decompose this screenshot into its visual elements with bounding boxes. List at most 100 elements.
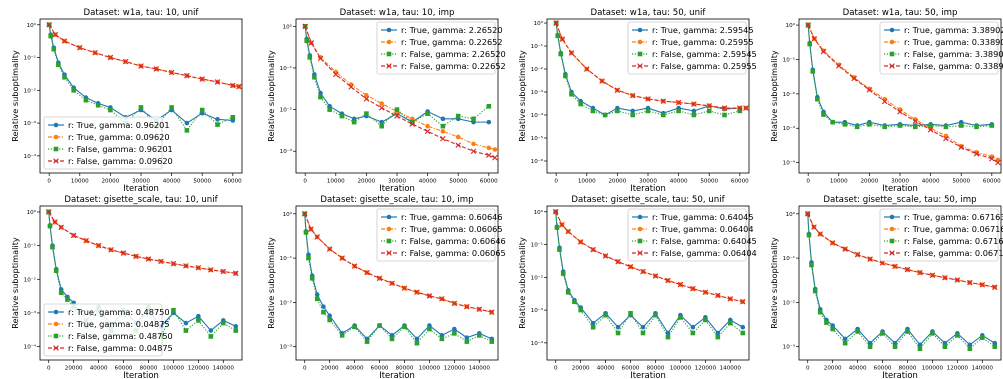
data-point xyxy=(904,266,911,273)
data-point xyxy=(645,96,651,102)
data-point xyxy=(389,280,395,287)
legend-marker xyxy=(386,226,392,232)
legend-label: r: False, gamma: 0.33890 xyxy=(904,61,1003,71)
legend-label: r: True, gamma: 0.09620 xyxy=(68,132,170,142)
y-tick-label: 10⁻³ xyxy=(531,89,543,96)
x-tick-label: 20000 xyxy=(572,366,590,372)
data-point xyxy=(439,333,445,338)
data-point xyxy=(196,318,201,323)
data-point xyxy=(563,73,568,79)
data-point xyxy=(492,147,498,152)
data-point xyxy=(599,78,605,84)
x-axis-label: Iteration xyxy=(630,370,666,379)
legend: r: True, gamma: 0.60646 r: True, gamma: 0… xyxy=(376,208,506,262)
legend-entry: r: True, gamma: 0.06716 xyxy=(884,224,1003,234)
legend-marker xyxy=(53,146,59,152)
data-point xyxy=(565,289,571,295)
y-axis-label: Relative suboptimality xyxy=(10,50,20,142)
legend: r: True, gamma: 0.64045 r: True, gamma: 0… xyxy=(627,208,757,262)
data-point xyxy=(50,244,55,250)
data-point xyxy=(83,237,89,244)
data-point xyxy=(389,336,395,342)
y-tick-label: 10⁻² xyxy=(24,87,36,94)
data-point xyxy=(552,208,559,215)
legend-box xyxy=(376,21,496,75)
data-point xyxy=(558,51,564,57)
data-point xyxy=(630,112,635,118)
data-point xyxy=(302,23,308,30)
data-point xyxy=(321,304,326,309)
data-point xyxy=(943,135,949,142)
data-point xyxy=(577,239,584,245)
data-point xyxy=(489,339,495,344)
series-line xyxy=(807,213,995,288)
data-point xyxy=(554,225,560,230)
x-tick-label: 40000 xyxy=(346,366,364,372)
legend-marker xyxy=(53,134,59,140)
data-point xyxy=(811,35,818,42)
data-point xyxy=(377,323,382,328)
data-point xyxy=(452,331,457,336)
x-tick-label: 120000 xyxy=(188,366,210,372)
data-point xyxy=(806,232,812,238)
x-tick-label: 30000 xyxy=(891,179,909,185)
data-point xyxy=(553,20,559,26)
data-point xyxy=(317,55,324,62)
data-point xyxy=(236,83,242,90)
data-point xyxy=(690,324,696,330)
data-point xyxy=(629,92,636,99)
y-tick-label: 10⁻⁶ xyxy=(531,158,544,165)
data-point xyxy=(306,255,311,261)
data-point xyxy=(208,328,214,333)
legend-entry: r: True, gamma: 0.48750 xyxy=(48,307,170,317)
legend-label: r: True, gamma: 2.26520 xyxy=(401,25,503,35)
data-point xyxy=(958,123,964,128)
data-point xyxy=(980,335,985,340)
legend-label: r: False, gamma: 0.06404 xyxy=(652,248,757,258)
data-point xyxy=(640,268,646,275)
legend-box xyxy=(43,116,163,170)
subplot-title: Dataset: gisette_scale, tau: 50, imp xyxy=(823,195,976,205)
legend: r: True, gamma: 0.96201 r: True, gamma: 0… xyxy=(43,116,173,170)
data-point xyxy=(221,320,226,326)
data-point xyxy=(440,123,446,129)
legend-label: r: False, gamma: 0.09620 xyxy=(68,156,173,166)
data-point xyxy=(339,333,345,338)
legend-entry: r: True, gamma: 0.09620 xyxy=(48,132,170,142)
data-point xyxy=(715,292,721,299)
data-point xyxy=(352,324,357,330)
data-point xyxy=(107,54,114,61)
data-point xyxy=(627,263,634,270)
x-tick-label: 20000 xyxy=(357,179,375,185)
data-point xyxy=(703,317,708,323)
y-tick-label: 10⁻² xyxy=(280,107,292,114)
data-point xyxy=(379,101,385,106)
legend-label: r: False, gamma: 0.25955 xyxy=(652,61,757,71)
data-point xyxy=(410,119,415,125)
legend-marker xyxy=(386,214,392,220)
data-point xyxy=(414,336,420,342)
data-point xyxy=(974,124,979,130)
x-tick-label: 0 xyxy=(47,179,51,185)
data-point xyxy=(691,108,697,114)
legend-marker xyxy=(889,238,895,244)
x-tick-label: 100000 xyxy=(670,366,692,372)
y-tick-label: 10⁻³ xyxy=(24,310,36,317)
legend-entry: r: False, gamma: 0.06065 xyxy=(381,248,506,258)
x-tick-label: 30000 xyxy=(388,179,406,185)
data-point xyxy=(967,342,973,348)
data-point xyxy=(440,135,446,142)
data-point xyxy=(829,240,836,246)
x-tick-label: 20000 xyxy=(608,179,626,185)
data-point xyxy=(842,336,848,342)
x-tick-label: 10000 xyxy=(327,179,345,185)
x-tick-label: 60000 xyxy=(480,179,498,185)
data-point xyxy=(665,277,671,284)
legend-label: r: True, gamma: 0.60646 xyxy=(401,212,503,222)
data-point xyxy=(913,124,918,130)
data-point xyxy=(854,124,860,130)
data-point xyxy=(559,222,565,228)
legend-label: r: True, gamma: 0.22652 xyxy=(401,37,503,47)
data-point xyxy=(379,123,384,129)
data-point xyxy=(892,344,898,349)
